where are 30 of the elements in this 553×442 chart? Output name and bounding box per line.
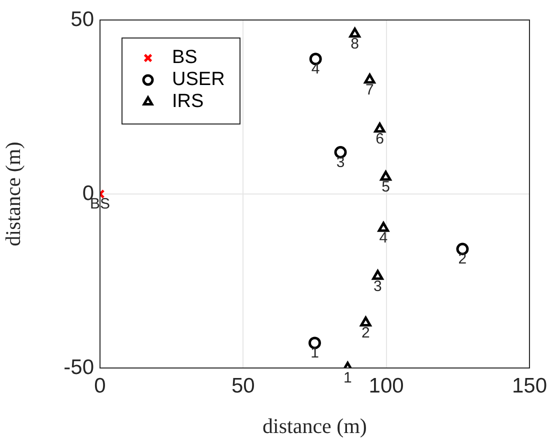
- x-tick-label: 150: [512, 374, 548, 398]
- annotation: 7: [366, 81, 374, 98]
- annotation: 3: [374, 278, 382, 295]
- annotation: 6: [376, 130, 384, 148]
- annotation: 8: [350, 36, 359, 53]
- point: [378, 222, 390, 232]
- x-axis-title: distance (m): [262, 414, 367, 438]
- x-tick-label: 50: [231, 374, 255, 398]
- legend-label: USER: [172, 69, 225, 90]
- y-tick-label: -50: [64, 356, 94, 379]
- annotation: 4: [379, 230, 388, 247]
- legend-label: IRS: [172, 91, 204, 112]
- annotation: 4: [311, 60, 320, 78]
- point: [334, 146, 347, 158]
- point: [372, 270, 384, 280]
- annotation: 2: [362, 324, 370, 342]
- x-tick-label: 100: [368, 374, 404, 398]
- y-tick-label: 50: [70, 8, 94, 31]
- annotation: 1: [310, 344, 319, 362]
- annotation: 1: [343, 370, 352, 387]
- annotation: 3: [336, 154, 345, 171]
- point: [364, 74, 376, 84]
- point: [380, 170, 392, 181]
- point: [360, 316, 372, 327]
- annotation: 2: [458, 250, 467, 268]
- point: [374, 122, 386, 133]
- annotation: 5: [382, 178, 390, 196]
- legend-label: BS: [172, 47, 198, 68]
- point: [349, 28, 360, 38]
- y-axis-title: distance (m): [1, 142, 26, 246]
